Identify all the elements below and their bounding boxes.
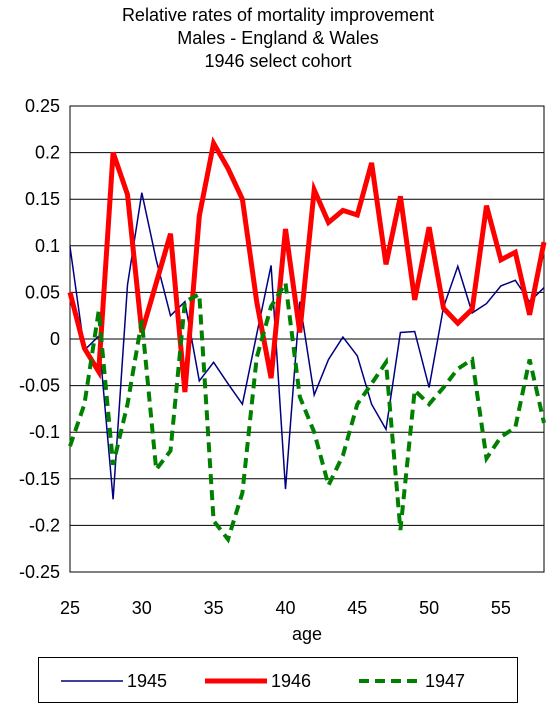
y-tick-label: 0.1 xyxy=(35,236,60,256)
legend: 1945 1946 1947 xyxy=(38,657,518,703)
y-tick-label: -0.2 xyxy=(29,515,60,535)
legend-item-1946: 1946 xyxy=(205,658,311,704)
series-line-1947 xyxy=(68,277,546,544)
y-tick-label: -0.05 xyxy=(19,376,60,396)
y-tick-label: 0.25 xyxy=(25,96,60,116)
chart-title: Relative rates of mortality improvement … xyxy=(0,4,556,73)
y-tick-label: -0.1 xyxy=(29,422,60,442)
legend-label-1946: 1946 xyxy=(271,670,312,691)
y-tick-label: 0 xyxy=(50,329,60,349)
legend-swatch-1946 xyxy=(205,678,267,684)
y-tick-label: 0.15 xyxy=(25,189,60,209)
x-tick-label: 30 xyxy=(132,598,152,618)
x-tick-label: 45 xyxy=(347,598,367,618)
legend-item-1945: 1945 xyxy=(61,658,167,704)
x-tick-label: 35 xyxy=(204,598,224,618)
line-chart: 0.25 0.2 0.15 0.1 0.05 0 -0.05 -0.1 -0.15 -0.2 -0.… xyxy=(19,96,547,644)
legend-swatch-1945 xyxy=(61,680,123,682)
x-axis-ticks: 25 30 35 40 45 50 55 xyxy=(60,598,511,618)
x-tick-label: 25 xyxy=(60,598,80,618)
x-tick-label: 50 xyxy=(419,598,439,618)
y-tick-label: 0.2 xyxy=(35,143,60,163)
gridlines xyxy=(69,105,545,573)
y-tick-label: 0.05 xyxy=(25,282,60,302)
chart-title-line-3: 1946 select cohort xyxy=(204,51,352,71)
y-tick-label: -0.15 xyxy=(19,469,60,489)
legend-label-1947: 1947 xyxy=(425,670,466,691)
legend-item-1947: 1947 xyxy=(359,658,465,704)
series-line-1945 xyxy=(69,192,545,500)
y-tick-label: -0.25 xyxy=(19,562,60,582)
series-lines xyxy=(67,136,547,544)
legend-label-1945: 1945 xyxy=(127,670,168,691)
chart-title-line-1: Relative rates of mortality improvement xyxy=(121,5,435,25)
legend-swatch-1947 xyxy=(359,679,421,683)
series-line-1946 xyxy=(67,136,547,393)
y-axis-ticks: 0.25 0.2 0.15 0.1 0.05 0 -0.05 -0.1 -0.15 -0.2 -0.… xyxy=(19,96,60,582)
x-axis-label: age xyxy=(292,624,322,644)
chart-title-line-2: Males - England & Wales xyxy=(177,28,379,48)
x-tick-label: 55 xyxy=(491,598,511,618)
x-tick-label: 40 xyxy=(275,598,295,618)
